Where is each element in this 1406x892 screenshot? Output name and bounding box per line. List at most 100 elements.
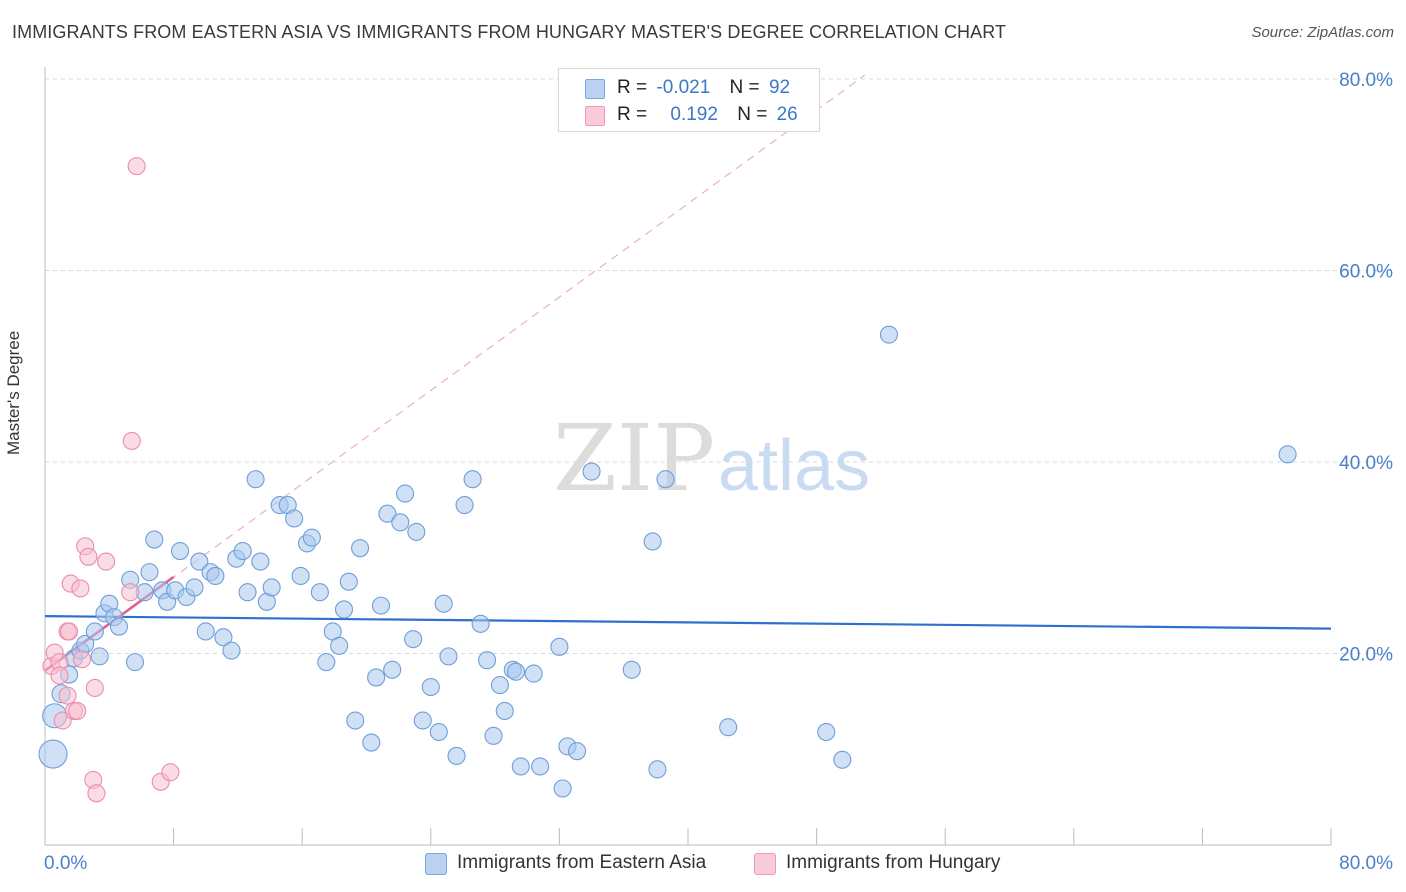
blue-point bbox=[568, 742, 587, 761]
data-points bbox=[38, 157, 1297, 803]
blue-point bbox=[302, 528, 321, 547]
blue-point bbox=[339, 572, 358, 591]
blue-point bbox=[833, 750, 852, 769]
pink-point bbox=[87, 784, 106, 803]
legend-swatch-pink bbox=[585, 106, 605, 126]
blue-point bbox=[90, 647, 109, 666]
pink-point bbox=[161, 763, 180, 782]
blue-point bbox=[310, 583, 329, 602]
y-axis-label: Master's Degree bbox=[4, 330, 23, 455]
pink-point bbox=[85, 678, 104, 698]
blue-point bbox=[317, 653, 336, 672]
blue-point bbox=[550, 637, 569, 656]
blue-point bbox=[404, 630, 423, 649]
legend-stats: R = 0.192 N = 26 bbox=[617, 104, 798, 126]
blue-point bbox=[455, 496, 474, 515]
legend-swatch-blue bbox=[425, 853, 447, 875]
blue-point bbox=[85, 622, 104, 641]
blue-point bbox=[190, 552, 209, 571]
blue-point bbox=[170, 541, 190, 561]
pink-point bbox=[122, 431, 141, 450]
blue-point bbox=[413, 711, 432, 730]
blue-point bbox=[222, 641, 241, 660]
series-legend: Immigrants from Eastern Asia Immigrants … bbox=[0, 850, 1406, 878]
y-tick-label: 80.0% bbox=[1339, 70, 1393, 91]
blue-point bbox=[495, 701, 514, 721]
blue-point bbox=[648, 760, 667, 779]
blue-point bbox=[511, 757, 530, 776]
blue-point bbox=[817, 722, 836, 742]
blue-point bbox=[421, 677, 440, 697]
blue-point bbox=[378, 504, 397, 523]
blue-point bbox=[125, 653, 145, 672]
legend-r-value: -0.021 bbox=[656, 77, 711, 98]
blue-point bbox=[291, 566, 310, 585]
blue-point bbox=[262, 578, 281, 597]
blue-point bbox=[1278, 445, 1297, 464]
legend-r-label: R = bbox=[617, 104, 648, 125]
pink-point bbox=[97, 552, 116, 571]
blue-point bbox=[434, 594, 453, 613]
blue-point bbox=[463, 470, 482, 489]
pink-point bbox=[60, 622, 79, 641]
blue-point bbox=[362, 733, 381, 752]
blue-point bbox=[582, 462, 601, 481]
blue-point bbox=[643, 532, 662, 551]
blue-point bbox=[251, 552, 270, 571]
blue-point bbox=[367, 668, 386, 687]
y-tick-labels: 20.0% 40.0% 60.0% 80.0% bbox=[1339, 70, 1393, 666]
blue-point bbox=[719, 718, 738, 737]
source-credit: Source: ZipAtlas.com bbox=[1251, 24, 1394, 41]
blue-point bbox=[233, 541, 252, 561]
legend-r-label: R = bbox=[617, 77, 648, 98]
blue-point bbox=[484, 726, 503, 745]
blue-point bbox=[196, 622, 215, 641]
legend-swatch-blue bbox=[585, 79, 605, 99]
legend-row-eastern-asia: R = -0.021 N = 92 bbox=[559, 75, 819, 101]
y-tick-label: 40.0% bbox=[1339, 453, 1393, 474]
blue-point bbox=[490, 676, 509, 695]
y-tick-label: 60.0% bbox=[1339, 262, 1393, 283]
legend-n-label: N = bbox=[729, 77, 760, 98]
blue-point bbox=[622, 660, 641, 679]
blue-point bbox=[246, 470, 265, 489]
blue-trend-line bbox=[44, 615, 1332, 630]
gridlines bbox=[45, 78, 1392, 654]
blue-point bbox=[145, 530, 164, 549]
blue-point bbox=[38, 739, 68, 769]
pink-point bbox=[58, 686, 77, 705]
blue-point bbox=[351, 539, 370, 558]
legend-row-hungary: R = 0.192 N = 26 bbox=[559, 102, 819, 128]
pink-point bbox=[127, 157, 146, 176]
watermark-atlas: atlas bbox=[718, 426, 870, 506]
pink-trend-extension bbox=[44, 74, 866, 672]
watermark-zip: ZIP bbox=[553, 405, 715, 512]
blue-point bbox=[238, 583, 257, 602]
x-tick-label: 0.0% bbox=[44, 853, 87, 874]
blue-point bbox=[206, 566, 225, 585]
x-tick-labels: 0.0% 80.0% bbox=[44, 853, 1393, 874]
pink-point bbox=[50, 666, 69, 685]
x-tick-label: 80.0% bbox=[1339, 853, 1393, 874]
legend-n-label: N = bbox=[737, 104, 768, 125]
blue-point bbox=[656, 470, 675, 489]
blue-point bbox=[185, 578, 204, 597]
blue-point bbox=[439, 647, 458, 666]
legend-stats: R = -0.021 N = 92 bbox=[617, 77, 790, 99]
blue-point bbox=[391, 513, 410, 532]
stats-legend: R = -0.021 N = 92 R = 0.192 N = 26 bbox=[558, 68, 820, 132]
blue-point bbox=[407, 522, 426, 541]
legend-n-value: 92 bbox=[768, 77, 791, 98]
legend-swatch-pink bbox=[754, 853, 776, 875]
blue-point bbox=[140, 563, 159, 582]
blue-point bbox=[334, 600, 354, 619]
blue-point bbox=[214, 628, 233, 647]
pink-point bbox=[79, 547, 98, 566]
legend-label: Immigrants from Eastern Asia bbox=[457, 852, 707, 873]
chart-title: IMMIGRANTS FROM EASTERN ASIA VS IMMIGRAN… bbox=[12, 22, 1007, 42]
blue-point bbox=[471, 614, 490, 633]
blue-point bbox=[879, 325, 898, 344]
blue-point bbox=[506, 662, 526, 681]
blue-point bbox=[429, 722, 448, 742]
blue-point bbox=[346, 711, 365, 730]
